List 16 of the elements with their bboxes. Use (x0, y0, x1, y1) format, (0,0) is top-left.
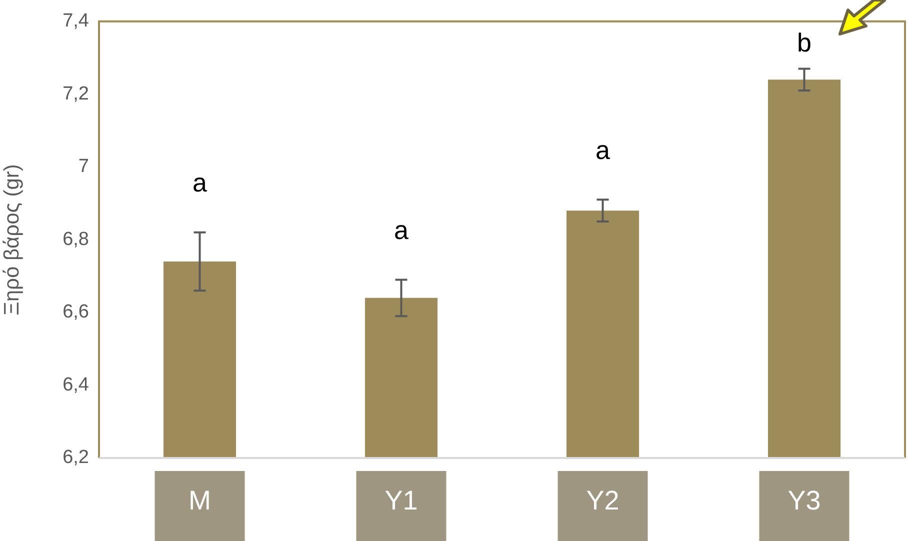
x-tick-label: Y1 (384, 486, 418, 516)
y-tick-label: 7,4 (62, 10, 90, 32)
y-tick-label: 7 (78, 156, 89, 178)
y-tick-label: 6,6 (62, 302, 89, 323)
y-axis-title: Ξηρό βάρος (gr) (0, 164, 24, 316)
y-tick-label: 6,4 (62, 374, 90, 396)
y-tick-label: 7,2 (62, 83, 89, 104)
x-tick-label: Y3 (788, 486, 821, 516)
annotation: a (596, 134, 611, 165)
annotation: a (394, 214, 410, 245)
y-tick-label: 6,2 (62, 447, 89, 468)
x-tick-label: Y2 (586, 486, 620, 516)
annotation: b (797, 28, 812, 58)
annotation: a (192, 168, 208, 198)
x-tick-label: M (188, 486, 211, 516)
y-tick-label: 6,8 (62, 228, 89, 250)
